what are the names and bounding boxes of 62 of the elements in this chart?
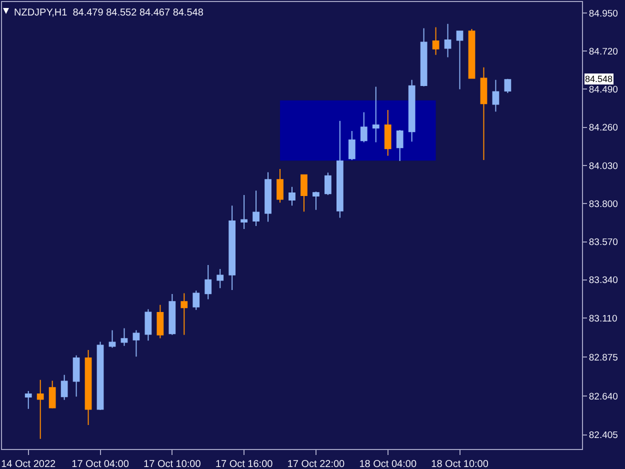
candlestick: [288, 186, 296, 206]
candlestick: [48, 380, 56, 409]
x-tick-label: 17 Oct 04:00: [72, 459, 130, 469]
candlestick: [228, 205, 236, 290]
candlestick: [432, 26, 440, 56]
candlestick: [24, 390, 32, 410]
candlestick: [312, 191, 320, 210]
candlestick: [120, 328, 128, 346]
candlestick: [276, 168, 284, 204]
candlestick: [384, 109, 392, 156]
candlestick: [324, 172, 332, 196]
y-tick-label: 82.640: [588, 391, 618, 402]
y-tick-label: 83.570: [588, 237, 618, 248]
x-tick-label: 17 Oct 16:00: [215, 459, 274, 469]
candlestick: [168, 293, 176, 336]
candlestick: [156, 304, 164, 339]
y-tick-label: 83.340: [588, 275, 618, 286]
candlestick: [36, 379, 44, 440]
candlestick: [480, 66, 488, 161]
x-tick-label: 14 Oct 2022: [1, 459, 56, 469]
candlestick: [72, 354, 80, 398]
candlestick: [396, 130, 404, 162]
x-tick-label: 17 Oct 10:00: [144, 459, 202, 469]
candlestick: [60, 374, 68, 400]
candlestick: [84, 350, 92, 426]
y-tick-label: 84.490: [588, 84, 618, 96]
y-tick-label: 84.950: [588, 8, 618, 20]
candlestick: [456, 30, 464, 90]
candlestick: [180, 292, 188, 336]
candlestick: [192, 290, 200, 310]
x-tick-label: 18 Oct 04:00: [359, 459, 417, 469]
candlestick: [468, 28, 476, 80]
candlestick: [408, 79, 416, 142]
candlestick: [444, 23, 452, 58]
candlestick: [252, 190, 260, 226]
y-tick-label: 83.800: [588, 198, 618, 210]
x-tick-label: 17 Oct 22:00: [287, 459, 346, 469]
candlestick: [96, 341, 104, 411]
candlestick: [300, 174, 308, 212]
y-tick-label: 84.260: [588, 122, 618, 134]
text: NZDJPY,H1 84.479 84.552 84.467 84.548: [14, 8, 204, 18]
candlestick: [372, 86, 380, 143]
y-tick-label: 83.110: [588, 313, 618, 324]
candlestick: [348, 130, 356, 161]
y-tick-label: 82.875: [588, 352, 618, 364]
candlestick: [144, 308, 152, 342]
candlestick: [108, 330, 116, 348]
candlestick: [240, 194, 248, 230]
candlestick: [360, 112, 368, 143]
candlestick: [132, 330, 140, 358]
x-tick-label: 18 Oct 10:00: [431, 459, 489, 469]
candlestick: [204, 264, 212, 300]
candlestick: [492, 79, 500, 112]
y-tick-label: 82.405: [588, 430, 618, 442]
candlestick: [504, 78, 512, 94]
candlestick: [216, 268, 224, 289]
y-tick-label: 84.030: [588, 160, 618, 172]
candlestick: [420, 28, 428, 87]
candlestick: [264, 172, 272, 222]
annotation: 84.548: [585, 74, 613, 84]
candlestick: [336, 120, 344, 218]
y-tick-label: 84.720: [588, 46, 618, 58]
